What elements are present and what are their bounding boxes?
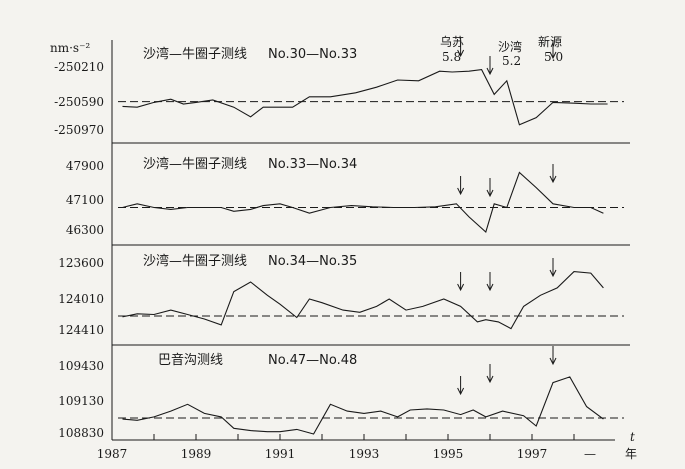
quake-3-arrow-panel-2 — [549, 164, 557, 184]
panel-4-series — [122, 376, 604, 435]
quake-1-magnitude: 5.8 — [442, 50, 461, 64]
quake-3-arrow-panel-4 — [549, 346, 557, 366]
panel-4-ytick-bottom: 108830 — [58, 426, 104, 440]
quake-1-arrow-panel-1 — [457, 38, 465, 58]
quake-2-arrow-panel-1 — [486, 56, 494, 76]
panel-2-range: No.33—No.34 — [268, 157, 357, 172]
quake-2-arrow-panel-2 — [486, 178, 494, 198]
quake-2-arrow-panel-4 — [486, 364, 494, 384]
earthquake-arrows — [457, 38, 557, 396]
quake-2-name: 沙湾 — [498, 39, 522, 54]
panel-3-ytick-mid: 124010 — [58, 292, 104, 306]
panel-2-ytick-bottom: 46300 — [66, 223, 104, 237]
x-axis-ticks — [111, 434, 575, 440]
panel-2-title: 沙湾—牛圈子测线 — [143, 156, 247, 172]
panel-3-ytick-bottom: 124410 — [58, 323, 104, 337]
chart-frame — [111, 40, 630, 441]
panel-4-title: 巴音沟测线 — [158, 352, 223, 368]
series-lines — [122, 69, 608, 435]
panel-3-ytick-top: 123600 — [58, 256, 104, 270]
quake-1-arrow-panel-3 — [457, 272, 465, 292]
panel-4-ytick-top: 109430 — [58, 359, 104, 373]
quake-3-arrow-panel-3 — [549, 258, 557, 278]
quake-1-name: 乌苏 — [440, 34, 464, 49]
panel-1-ytick-top: -250210 — [54, 60, 104, 74]
panel-1-ytick-mid: -250590 — [54, 95, 104, 109]
panel-1-series — [122, 69, 608, 126]
xtick-extra: — — [584, 447, 596, 461]
panel-3-range: No.34—No.35 — [268, 254, 357, 269]
panel-1-title: 沙湾—牛圈子测线 — [143, 46, 247, 62]
panel-3-series — [122, 271, 604, 330]
quake-2-arrow-panel-3 — [486, 272, 494, 292]
panel-2-ytick-top: 47900 — [66, 159, 104, 173]
xtick-1993: 1993 — [349, 447, 380, 461]
x-axis-unit: 年 — [625, 447, 637, 461]
xtick-1995: 1995 — [433, 447, 464, 461]
panel-3-title: 沙湾—牛圈子测线 — [143, 253, 247, 269]
y-unit-label: nm·s⁻² — [50, 41, 90, 55]
x-axis-label: t — [630, 430, 635, 444]
quake-2-magnitude: 5.2 — [502, 54, 521, 68]
panel-2-series — [122, 171, 604, 233]
quake-1-arrow-panel-2 — [457, 176, 465, 196]
panel-4-range: No.47—No.48 — [268, 353, 357, 368]
quake-3-arrow-panel-1 — [549, 40, 557, 60]
xtick-1987: 1987 — [97, 447, 128, 461]
panel-1-range: No.30—No.33 — [268, 47, 357, 62]
panel-2-ytick-mid: 47100 — [66, 193, 104, 207]
panel-4-ytick-mid: 109130 — [58, 394, 104, 408]
xtick-1991: 1991 — [265, 447, 296, 461]
quake-1-arrow-panel-4 — [457, 376, 465, 396]
panel-1-ytick-bottom: -250970 — [54, 123, 104, 137]
quake-3-name: 新源 — [538, 34, 562, 49]
xtick-1989: 1989 — [181, 447, 212, 461]
xtick-1997: 1997 — [517, 447, 548, 461]
